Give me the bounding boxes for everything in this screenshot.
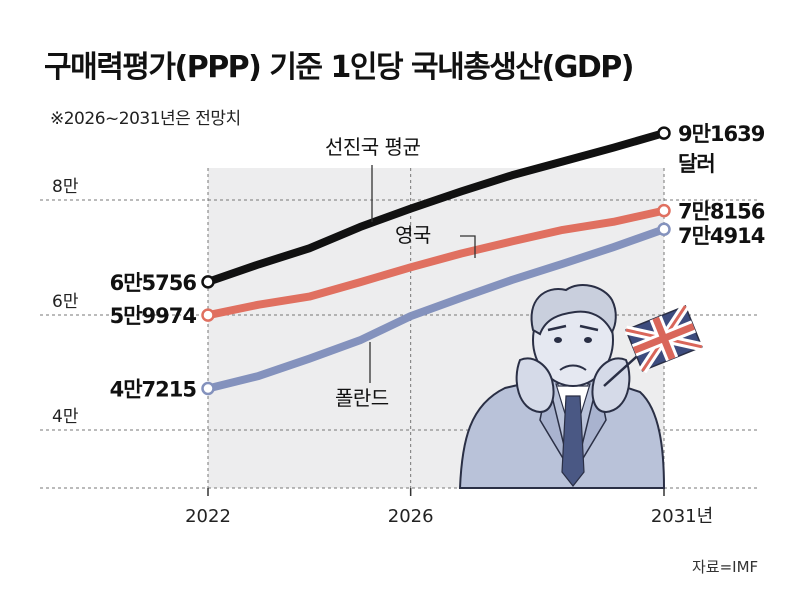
x-tick-label: 2026 — [388, 506, 434, 527]
worried-man-illustration — [458, 284, 703, 489]
end-point-marker — [657, 222, 671, 236]
series-line — [204, 129, 668, 286]
series-name-label: 영국 — [395, 223, 431, 247]
start-point-marker — [201, 275, 215, 289]
start-value-label: 6만5756 — [110, 271, 197, 295]
start-point-marker — [201, 308, 215, 322]
forecast-note: ※2026~2031년은 전망치 — [50, 109, 241, 129]
series-name-label: 폴란드 — [335, 386, 389, 410]
data-labels: 6만5756 9만1639 달러 5만9974 7만8156 4만7215 7만4914 선진… — [110, 122, 766, 410]
x-tick-label: 2022 — [185, 506, 231, 527]
end-value-label: 7만8156 — [678, 200, 765, 224]
end-value-label: 9만1639 — [678, 122, 765, 146]
end-value-label: 달러 — [678, 152, 715, 176]
y-tick-label: 8만 — [52, 177, 79, 197]
start-value-label: 4만7215 — [110, 378, 197, 402]
series-lines — [201, 126, 671, 396]
series-line — [204, 206, 668, 320]
x-axis: 2022 2026 2031년 — [185, 168, 713, 527]
end-point-marker — [657, 126, 671, 140]
series-name-label: 선진국 평균 — [325, 135, 420, 159]
y-tick-label: 4만 — [52, 407, 79, 427]
chart-title: 구매력평가(PPP) 기준 1인당 국내총생산(GDP) — [44, 50, 634, 85]
end-point-marker — [657, 203, 671, 218]
series-callout-leader — [460, 235, 476, 258]
start-value-label: 5만9974 — [110, 304, 197, 328]
source-note: 자료=IMF — [692, 558, 759, 576]
start-point-marker — [201, 381, 215, 396]
x-tick-label: 2031년 — [651, 506, 713, 527]
series-line — [204, 225, 668, 393]
end-value-label: 7만4914 — [678, 224, 765, 248]
y-tick-label: 6만 — [52, 292, 79, 312]
